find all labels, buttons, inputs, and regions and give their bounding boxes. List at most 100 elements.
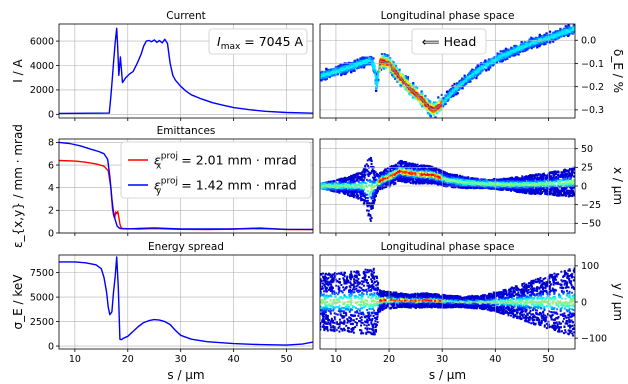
scatter-point xyxy=(522,49,525,53)
scatter-point xyxy=(389,69,393,72)
scatter-point xyxy=(372,57,375,60)
scatter-point xyxy=(398,173,401,176)
scatter-point xyxy=(572,30,575,34)
panel-title: Emittances xyxy=(157,125,216,137)
scatter-point xyxy=(542,181,545,184)
scatter-point xyxy=(542,175,545,178)
scatter-point xyxy=(521,175,524,178)
axes-frame xyxy=(319,23,576,119)
scatter-point xyxy=(431,110,434,113)
scatter-point xyxy=(446,90,449,93)
scatter-point xyxy=(480,65,484,68)
scatter-point xyxy=(363,64,366,67)
scatter-point xyxy=(328,75,331,79)
scatter-point xyxy=(326,75,329,78)
scatter-point xyxy=(488,59,491,62)
scatter-point xyxy=(477,70,480,73)
annotation-box xyxy=(411,28,487,55)
scatter-point xyxy=(563,184,566,187)
scatter-point xyxy=(391,71,395,74)
scatter-point xyxy=(516,180,519,183)
scatter-point xyxy=(536,41,540,45)
scatter-point xyxy=(550,38,553,41)
scatter-point xyxy=(367,164,370,167)
scatter-point xyxy=(363,195,366,198)
scatter-point xyxy=(364,61,367,64)
scatter-point xyxy=(495,61,499,64)
scatter-point xyxy=(394,64,398,67)
scatter-point xyxy=(340,187,343,190)
scatter-point xyxy=(320,75,322,79)
scatter-point xyxy=(358,61,361,64)
scatter-point xyxy=(513,45,517,48)
scatter-point xyxy=(518,50,522,54)
scatter-point xyxy=(373,176,376,179)
scatter-point xyxy=(395,76,398,80)
scatter-point xyxy=(406,180,409,183)
y-tick-label: 2000 xyxy=(30,85,54,96)
scatter-point xyxy=(559,33,562,36)
scatter-point xyxy=(400,169,403,172)
scatter-point xyxy=(507,181,510,184)
scatter-point xyxy=(329,181,332,184)
scatter-point xyxy=(459,186,462,189)
scatter-point xyxy=(466,184,469,187)
scatter-point xyxy=(412,91,415,94)
scatter-point xyxy=(374,189,377,192)
scatter-point xyxy=(379,173,382,176)
scatter-point xyxy=(373,172,376,175)
scatter-point xyxy=(530,44,533,47)
scatter-point xyxy=(376,179,379,182)
scatter-point xyxy=(564,31,568,34)
scatter-point xyxy=(362,203,365,206)
scatter-point xyxy=(515,51,519,54)
scatter-point xyxy=(532,178,535,181)
legend-subscript: y xyxy=(156,187,162,197)
scatter-point xyxy=(567,179,570,182)
scatter-point xyxy=(388,65,391,68)
scatter-point xyxy=(397,78,400,81)
scatter-point xyxy=(379,188,382,191)
scatter-point xyxy=(387,54,390,57)
scatter-point xyxy=(389,182,392,185)
scatter-point xyxy=(530,47,533,50)
scatter-point xyxy=(527,46,530,49)
scatter-point xyxy=(407,91,410,94)
scatter-point xyxy=(323,75,326,78)
scatter-point xyxy=(360,197,363,200)
scatter-point xyxy=(432,104,435,107)
scatter-point xyxy=(378,70,381,73)
scatter-point xyxy=(487,66,490,69)
scatter-point xyxy=(353,63,356,66)
scatter-point xyxy=(383,64,386,67)
scatter-point xyxy=(365,56,368,59)
scatter-point xyxy=(343,71,346,74)
scatter-point xyxy=(320,71,323,74)
scatter-point xyxy=(411,180,414,183)
scatter-point xyxy=(481,63,484,66)
scatter-point xyxy=(568,171,571,174)
scatter-point xyxy=(343,183,346,186)
scatter-point xyxy=(409,90,412,93)
scatter-point xyxy=(418,181,421,184)
scatter-point xyxy=(536,44,539,47)
scatter-point xyxy=(366,173,369,176)
scatter-point xyxy=(424,94,427,98)
scatter-point xyxy=(335,67,338,70)
scatter-point xyxy=(338,189,341,192)
scatter-point xyxy=(366,186,369,189)
scatter-point xyxy=(499,54,502,57)
scatter-point xyxy=(320,71,322,74)
scatter-point xyxy=(476,65,479,68)
scatter-point xyxy=(429,114,432,117)
scatter-point xyxy=(474,74,477,77)
scatter-point xyxy=(456,92,459,95)
scatter-point xyxy=(491,64,494,67)
scatter-point xyxy=(354,65,357,69)
scatter-point xyxy=(529,183,532,186)
scatter-point xyxy=(351,61,354,65)
scatter-point xyxy=(440,93,443,97)
scatter-point xyxy=(382,55,385,58)
scatter-point xyxy=(430,109,433,112)
scatter-point xyxy=(554,187,557,190)
